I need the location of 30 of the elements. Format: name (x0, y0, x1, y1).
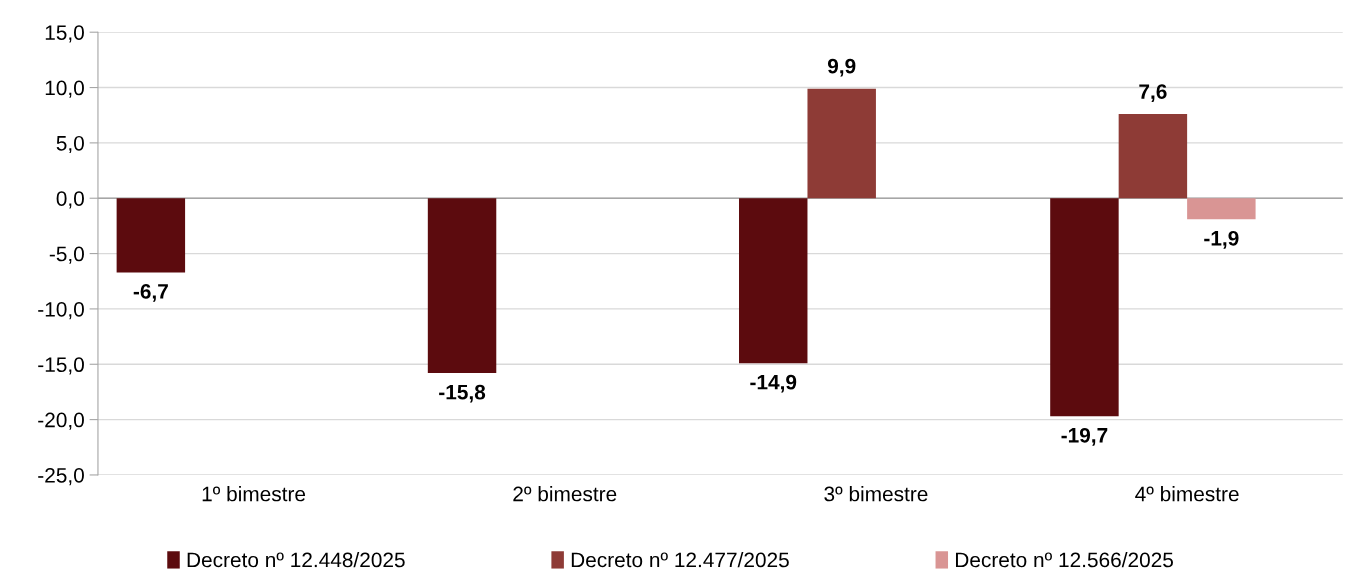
y-tick-label: 10,0 (45, 80, 84, 98)
y-tick-label: -20,0 (38, 412, 84, 430)
data-label: -19,7 (1061, 427, 1108, 446)
bar (116, 198, 186, 273)
y-tick-label: 5,0 (56, 135, 84, 154)
x-tick-label: 1º bimestre (202, 486, 306, 502)
x-tick-label: 3º bimestre (824, 486, 928, 502)
bar (807, 88, 876, 199)
y-tick-label: -15,0 (38, 357, 84, 375)
bar (1050, 198, 1119, 417)
legend-label: Decreto nº 12.566/2025 (955, 551, 1173, 568)
bar (1118, 114, 1188, 199)
x-tick-label: 4º bimestre (1135, 486, 1239, 502)
data-label: -14,9 (750, 374, 797, 393)
data-label: 9,9 (827, 58, 856, 77)
y-tick-label: -25,0 (38, 467, 84, 486)
data-label: -1,9 (1204, 230, 1239, 249)
bar (427, 198, 497, 374)
y-tick-label: 0,0 (56, 191, 84, 209)
legend-label: Decreto nº 12.477/2025 (571, 551, 789, 568)
data-label: 7,6 (1139, 84, 1167, 102)
data-label: -15,8 (439, 384, 486, 403)
data-label: -6,7 (133, 284, 168, 302)
y-tick-label: -5,0 (49, 246, 84, 264)
y-tick-label: -10,0 (38, 301, 84, 320)
bar (739, 198, 808, 364)
legend-label: Decreto nº 12.448/2025 (187, 551, 405, 568)
x-tick-label: 2º bimestre (513, 486, 617, 502)
y-tick-label: 15,0 (45, 25, 84, 43)
bar (1187, 198, 1256, 220)
